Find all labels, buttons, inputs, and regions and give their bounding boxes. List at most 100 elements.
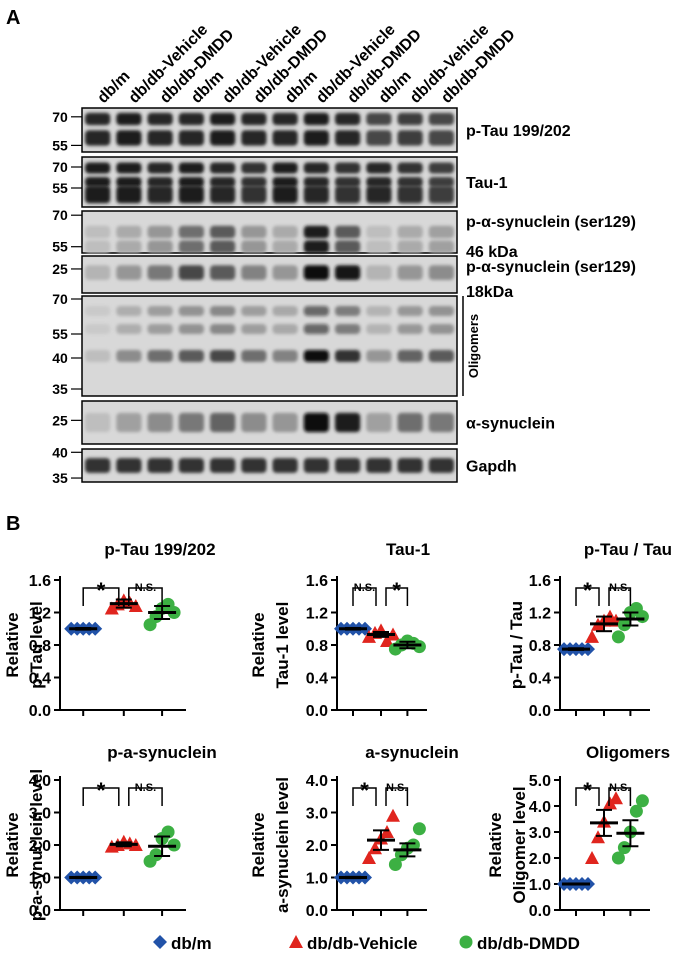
panel-b-label: B (6, 513, 20, 535)
point-triangle (386, 808, 400, 822)
blot-band (303, 185, 329, 204)
point-triangle (128, 599, 143, 612)
blot-frame (81, 400, 458, 445)
scatter-chart: p-Tau 199/202 0.0 0.4 0.8 1.2 1.6 Relative p-Ta… (3, 540, 216, 720)
point-circle (611, 630, 625, 644)
point-circle (611, 851, 625, 865)
blot-band (116, 162, 142, 174)
blot-band (116, 240, 142, 253)
significance-label: N.S. (135, 582, 156, 594)
blot-band (366, 350, 392, 362)
significance-bracket (385, 587, 409, 606)
blot-band (272, 177, 298, 187)
y-tick-label: 2.0 (306, 838, 328, 855)
y-tick-label: 0.0 (306, 903, 328, 920)
blot-band (178, 240, 204, 253)
blot-band (147, 306, 173, 316)
blot-band (178, 324, 204, 334)
point-triangle (609, 791, 623, 805)
blot-band (178, 112, 204, 126)
blot-band (116, 458, 142, 473)
significance-label: N.S. (609, 782, 630, 794)
blot-band (397, 324, 423, 334)
blot-band (428, 130, 454, 146)
blot-band (397, 412, 423, 433)
blot-band (428, 265, 454, 281)
blot-band (428, 177, 454, 187)
significance-bracket (352, 587, 377, 606)
blot-label: p-Tau 199/202 (466, 123, 571, 140)
blot-frame (81, 210, 458, 254)
y-tick-label: 2.0 (29, 838, 51, 855)
blot-label: Gapdh (466, 459, 517, 476)
point-triangle (289, 935, 303, 948)
scatter-chart: p-a-synuclein 0.0 1.0 2.0 3.0 4.0 Relative p-a-… (3, 743, 217, 921)
blot-band (178, 412, 204, 433)
chart-title: a-synuclein (365, 743, 459, 762)
blot-band (147, 177, 173, 187)
oligomer-side-label: Oligomers (466, 314, 481, 378)
blot-band (85, 112, 111, 126)
blot-band (397, 240, 423, 253)
blot-band (85, 177, 111, 187)
blot-panel: 70 55 p-α-synuclein (ser129) 46 kDa (52, 207, 636, 261)
significance-label: * (392, 578, 401, 603)
blot-band (303, 306, 329, 316)
y-tick-label: 3.0 (29, 806, 51, 823)
point-triangle (368, 841, 382, 855)
blot-band (366, 412, 392, 433)
blot-band (428, 412, 454, 433)
y-tick-label: 4.0 (306, 773, 328, 790)
blot-band (335, 324, 361, 334)
point-triangle (362, 851, 376, 864)
blot-band (178, 265, 204, 281)
blot-band (335, 177, 361, 187)
blot-band (116, 412, 142, 433)
blot-band (335, 350, 361, 362)
blot-band (366, 265, 392, 281)
y-axis-label: Oligomer level (510, 786, 529, 903)
blot-band (210, 324, 236, 334)
blot-band (85, 265, 111, 281)
blot-label-kda: 46 kDa (466, 244, 518, 261)
blot-panel: 25 p-α-synuclein (ser129) 18kDa (52, 255, 636, 301)
blot-band (303, 412, 329, 433)
blot-band (366, 112, 392, 126)
y-tick-label: 1.2 (306, 606, 328, 623)
blot-band (272, 112, 298, 126)
blot-band (116, 177, 142, 187)
blot-band (397, 225, 423, 239)
blot-panel: 70 55 Tau-1 (52, 156, 508, 208)
blot-band (303, 177, 329, 187)
blot-band (272, 350, 298, 362)
blot-band (397, 458, 423, 473)
point-circle (406, 838, 420, 852)
blot-band (397, 265, 423, 281)
blot-band (241, 240, 267, 253)
blot-band (272, 458, 298, 473)
blot-band (241, 265, 267, 281)
y-tick-label: 0.4 (529, 671, 551, 688)
blot-label: p-α-synuclein (ser129) (466, 259, 636, 276)
blot-band (178, 350, 204, 362)
blot-band (335, 265, 361, 281)
blot-band (303, 458, 329, 473)
significance-label: * (360, 778, 369, 803)
scatter-chart: Tau-1 0.0 0.4 0.8 1.2 1.6 Relative Tau-1 level N… (249, 540, 430, 720)
point-triangle (104, 601, 119, 615)
blot-band (85, 225, 111, 239)
blot-band (85, 350, 111, 362)
significance-label: * (583, 578, 592, 603)
blot-band (241, 162, 267, 174)
blot-band (303, 112, 329, 126)
blot-band (178, 225, 204, 239)
blot-band (210, 177, 236, 187)
significance-bracket (82, 587, 120, 606)
blot-frame (81, 156, 458, 208)
blot-band (147, 162, 173, 174)
significance-bracket (352, 787, 377, 806)
blot-band (272, 225, 298, 239)
blot-band (147, 412, 173, 433)
blot-band (85, 324, 111, 334)
blot-band (428, 458, 454, 473)
